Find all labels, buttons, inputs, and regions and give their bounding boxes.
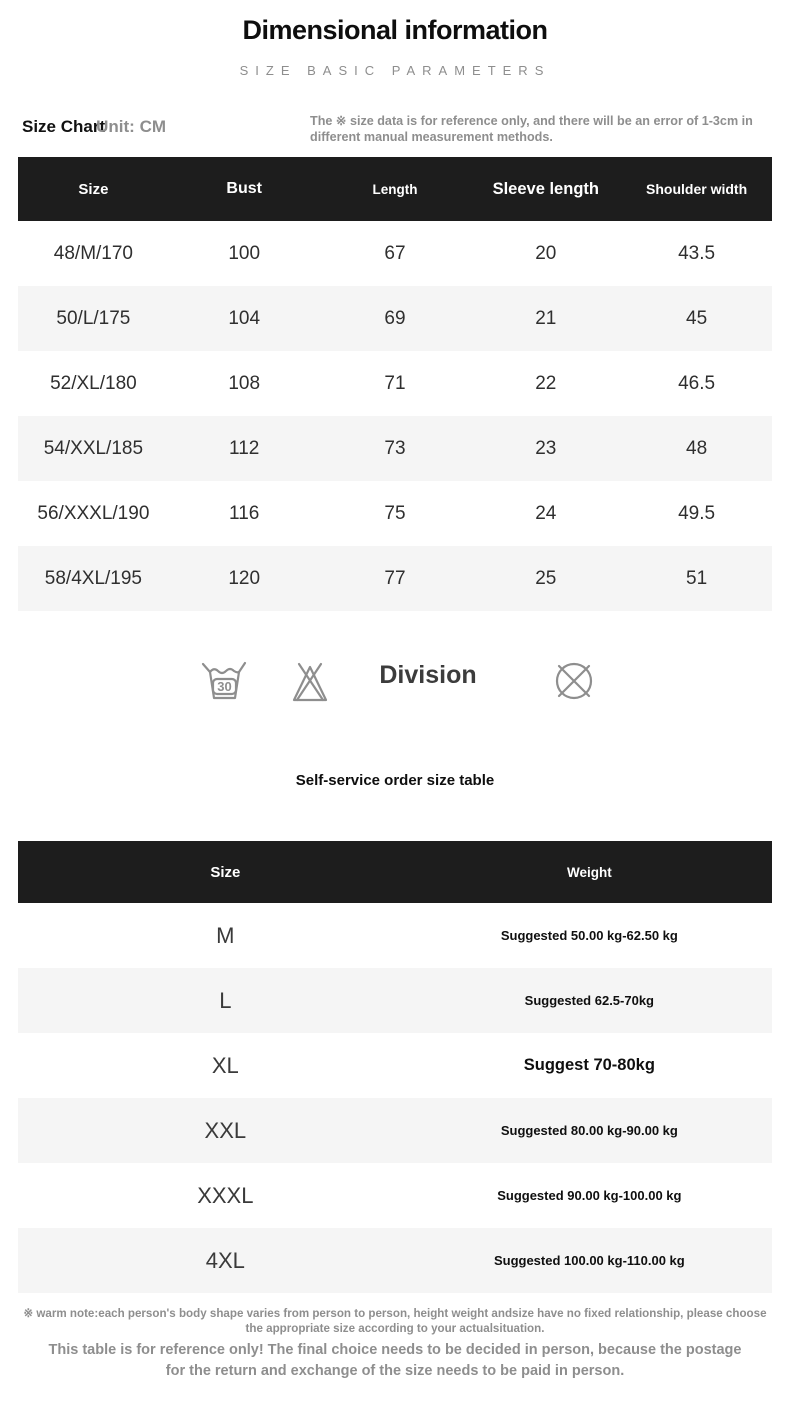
measurement-error-note: The ※ size data is for reference only, a… [310, 114, 753, 145]
weight-table-header: Size Weight [18, 841, 772, 903]
cell-size: M [216, 922, 235, 948]
cell-length: 77 [384, 567, 406, 589]
table-row: XXL Suggested 80.00 kg-90.00 kg [18, 1098, 772, 1163]
warm-note: ※ warm note:each person's body shape var… [23, 1307, 767, 1336]
cell-sleeve: 24 [535, 502, 557, 524]
table-row: 4XL Suggested 100.00 kg-110.00 kg [18, 1228, 772, 1293]
cell-size: 48/M/170 [53, 242, 134, 264]
page-title: Dimensional information [242, 15, 548, 45]
cell-size: 52/XL/180 [50, 372, 137, 394]
cell-weight: Suggested 90.00 kg-100.00 kg [497, 1188, 682, 1203]
table-row: XL Suggest 70-80kg [18, 1033, 772, 1098]
cell-bust: 112 [229, 437, 260, 459]
cell-size: L [219, 987, 232, 1013]
wash-temp-label: 30 [217, 679, 231, 694]
cell-weight: Suggested 50.00 kg-62.50 kg [500, 928, 678, 943]
cell-sleeve: 21 [535, 307, 557, 329]
cell-length: 69 [384, 307, 406, 329]
cell-shoulder: 48 [686, 437, 708, 459]
table-row: M Suggested 50.00 kg-62.50 kg [18, 903, 772, 968]
table-row: 48/M/170 100 67 20 43.5 [18, 221, 772, 286]
wash-30-icon: 30 [201, 661, 247, 700]
page-subtitle: SIZE BASIC PARAMETERS [239, 63, 551, 78]
cell-size: 50/L/175 [56, 307, 131, 329]
column-header-shoulder-width: Shoulder width [646, 181, 748, 197]
dimension-table: Size Bust Length Sleeve length Shoulder … [18, 157, 772, 611]
cell-bust: 108 [228, 372, 261, 394]
weight-table-heading: Self-service order size table [295, 772, 495, 789]
cell-length: 73 [384, 437, 406, 459]
column-header-size: Size [210, 863, 241, 881]
care-instructions-row: 30 Division [0, 611, 790, 711]
cell-bust: 116 [229, 502, 260, 524]
cell-weight: Suggested 100.00 kg-110.00 kg [493, 1253, 685, 1268]
cell-sleeve: 20 [535, 242, 557, 264]
cell-size: XL [211, 1052, 239, 1078]
unit-cm-text: Unit: CM [96, 117, 167, 136]
column-header-length: Length [372, 181, 418, 197]
cell-shoulder: 49.5 [678, 502, 716, 524]
column-header-bust: Bust [226, 180, 262, 197]
cell-length: 67 [384, 242, 406, 264]
size-chart-header-row: Size ChartUnit: CM The ※ size data is fo… [0, 111, 790, 157]
cell-size: XXXL [197, 1182, 254, 1208]
do-not-bleach-icon [292, 662, 328, 702]
division-label: Division [379, 661, 477, 689]
cell-shoulder: 51 [686, 567, 708, 589]
table-row: XXXL Suggested 90.00 kg-100.00 kg [18, 1163, 772, 1228]
cell-bust: 104 [228, 307, 261, 329]
column-header-weight: Weight [566, 864, 612, 880]
cell-bust: 120 [228, 567, 261, 589]
cell-weight: Suggested 62.5-70kg [524, 993, 654, 1008]
cell-shoulder: 46.5 [678, 372, 716, 394]
cell-weight: Suggest 70-80kg [523, 1056, 655, 1074]
dimension-table-header: Size Bust Length Sleeve length Shoulder … [18, 157, 772, 221]
cell-size: 54/XXL/185 [43, 437, 144, 459]
cell-length: 71 [384, 372, 406, 394]
cell-size: 56/XXXL/190 [37, 502, 150, 524]
table-row: L Suggested 62.5-70kg [18, 968, 772, 1033]
cell-size: 4XL [205, 1247, 245, 1273]
reference-note: This table is for reference only! The fi… [48, 1342, 742, 1379]
weight-table: Size Weight M Suggested 50.00 kg-62.50 k… [18, 841, 772, 1293]
footer-notes: ※ warm note:each person's body shape var… [0, 1306, 790, 1381]
table-row: 52/XL/180 108 71 22 46.5 [18, 351, 772, 416]
table-row: 50/L/175 104 69 21 45 [18, 286, 772, 351]
column-header-sleeve-length: Sleeve length [492, 179, 599, 198]
table-row: 54/XXL/185 112 73 23 48 [18, 416, 772, 481]
table-row: 56/XXXL/190 116 75 24 49.5 [18, 481, 772, 546]
cell-bust: 100 [228, 242, 261, 264]
cell-sleeve: 22 [535, 372, 557, 394]
cell-shoulder: 45 [686, 307, 708, 329]
cell-weight: Suggested 80.00 kg-90.00 kg [500, 1123, 678, 1138]
table-row: 58/4XL/195 120 77 25 51 [18, 546, 772, 611]
cell-length: 75 [384, 502, 406, 524]
column-header-size: Size [78, 180, 109, 198]
do-not-dry-clean-icon [555, 662, 593, 700]
size-chart-label: Size ChartUnit: CM [22, 117, 166, 137]
cell-sleeve: 25 [535, 567, 557, 589]
cell-size: 58/4XL/195 [44, 567, 142, 589]
cell-shoulder: 43.5 [678, 242, 716, 264]
size-chart-text: Size Chart [22, 117, 106, 136]
cell-sleeve: 23 [535, 437, 557, 459]
cell-size: XXL [204, 1117, 247, 1143]
